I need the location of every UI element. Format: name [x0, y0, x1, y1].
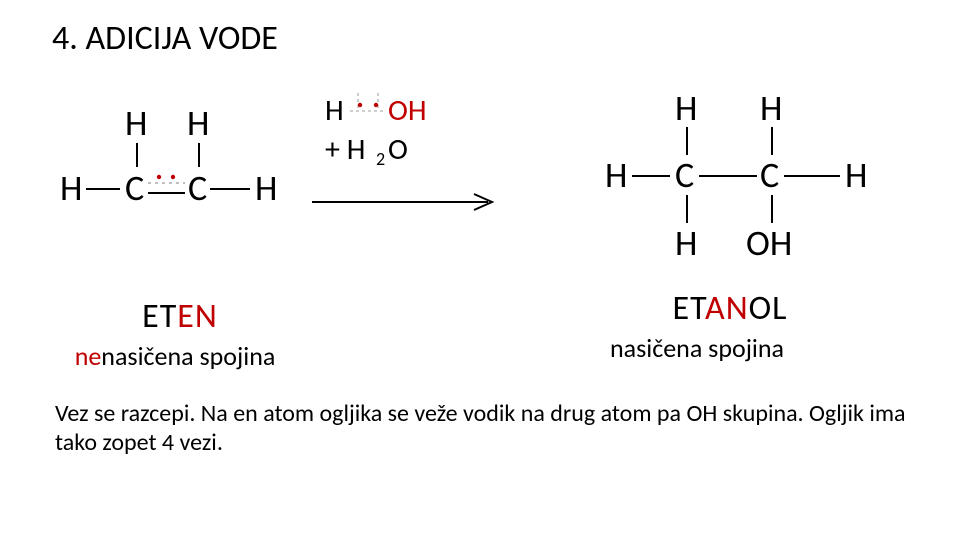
bond-dot-1 [157, 175, 161, 179]
reagent-h: H [325, 92, 344, 129]
body-text: Vez se razcepi. Na en atom ogljika se ve… [55, 400, 915, 458]
reagent-o: O [388, 131, 408, 168]
eth-c2: C [760, 153, 779, 197]
ethene-h-top-left: H [125, 101, 147, 145]
ethene-name-prefix: ET [142, 296, 177, 337]
eth-top-h1: H [675, 86, 697, 130]
reagent-plus-h: + H [325, 131, 365, 168]
ethene-sub: nenasičena spojina [35, 340, 315, 372]
ethene-h-right: H [255, 166, 277, 210]
eth-top-h2: H [760, 86, 782, 130]
page-title: 4. ADICIJA VODE [52, 18, 278, 59]
reagent-dot-1 [358, 103, 362, 107]
ethene-name: ETEN [80, 296, 280, 337]
eth-h-left: H [605, 153, 627, 197]
ethene-structure: H H H H C C [40, 95, 290, 245]
ethanol-name: ETANOL [610, 288, 850, 329]
reagent-block: H OH + H 2 O [320, 85, 490, 185]
reagent-dot-2 [374, 103, 378, 107]
bond-dot-2 [171, 175, 175, 179]
ethanol-name-mid: AN [705, 288, 749, 329]
eth-bottom-h: H [675, 221, 697, 265]
ethene-h-top-right: H [187, 101, 209, 145]
eth-bottom-oh: OH [746, 221, 792, 265]
ethanol-name-suffix: OL [749, 288, 788, 329]
eth-c1: C [675, 153, 694, 197]
ethene-c2: C [188, 166, 207, 210]
ethanol-sub: nasičena spojina [610, 332, 890, 364]
ethene-sub-suffix: nasičena spojina [101, 340, 275, 372]
ethanol-structure: H H H H C C H OH [560, 75, 900, 275]
ethene-h-left: H [60, 166, 82, 210]
reagent-sub2: 2 [376, 148, 385, 170]
ethene-c1: C [125, 166, 144, 210]
ethene-sub-prefix: ne [75, 340, 102, 372]
reaction-arrow [308, 188, 508, 216]
reagent-oh: OH [388, 92, 427, 129]
ethanol-name-prefix: ET [673, 288, 706, 329]
ethene-name-suffix: EN [177, 296, 218, 337]
eth-h-right: H [845, 153, 867, 197]
